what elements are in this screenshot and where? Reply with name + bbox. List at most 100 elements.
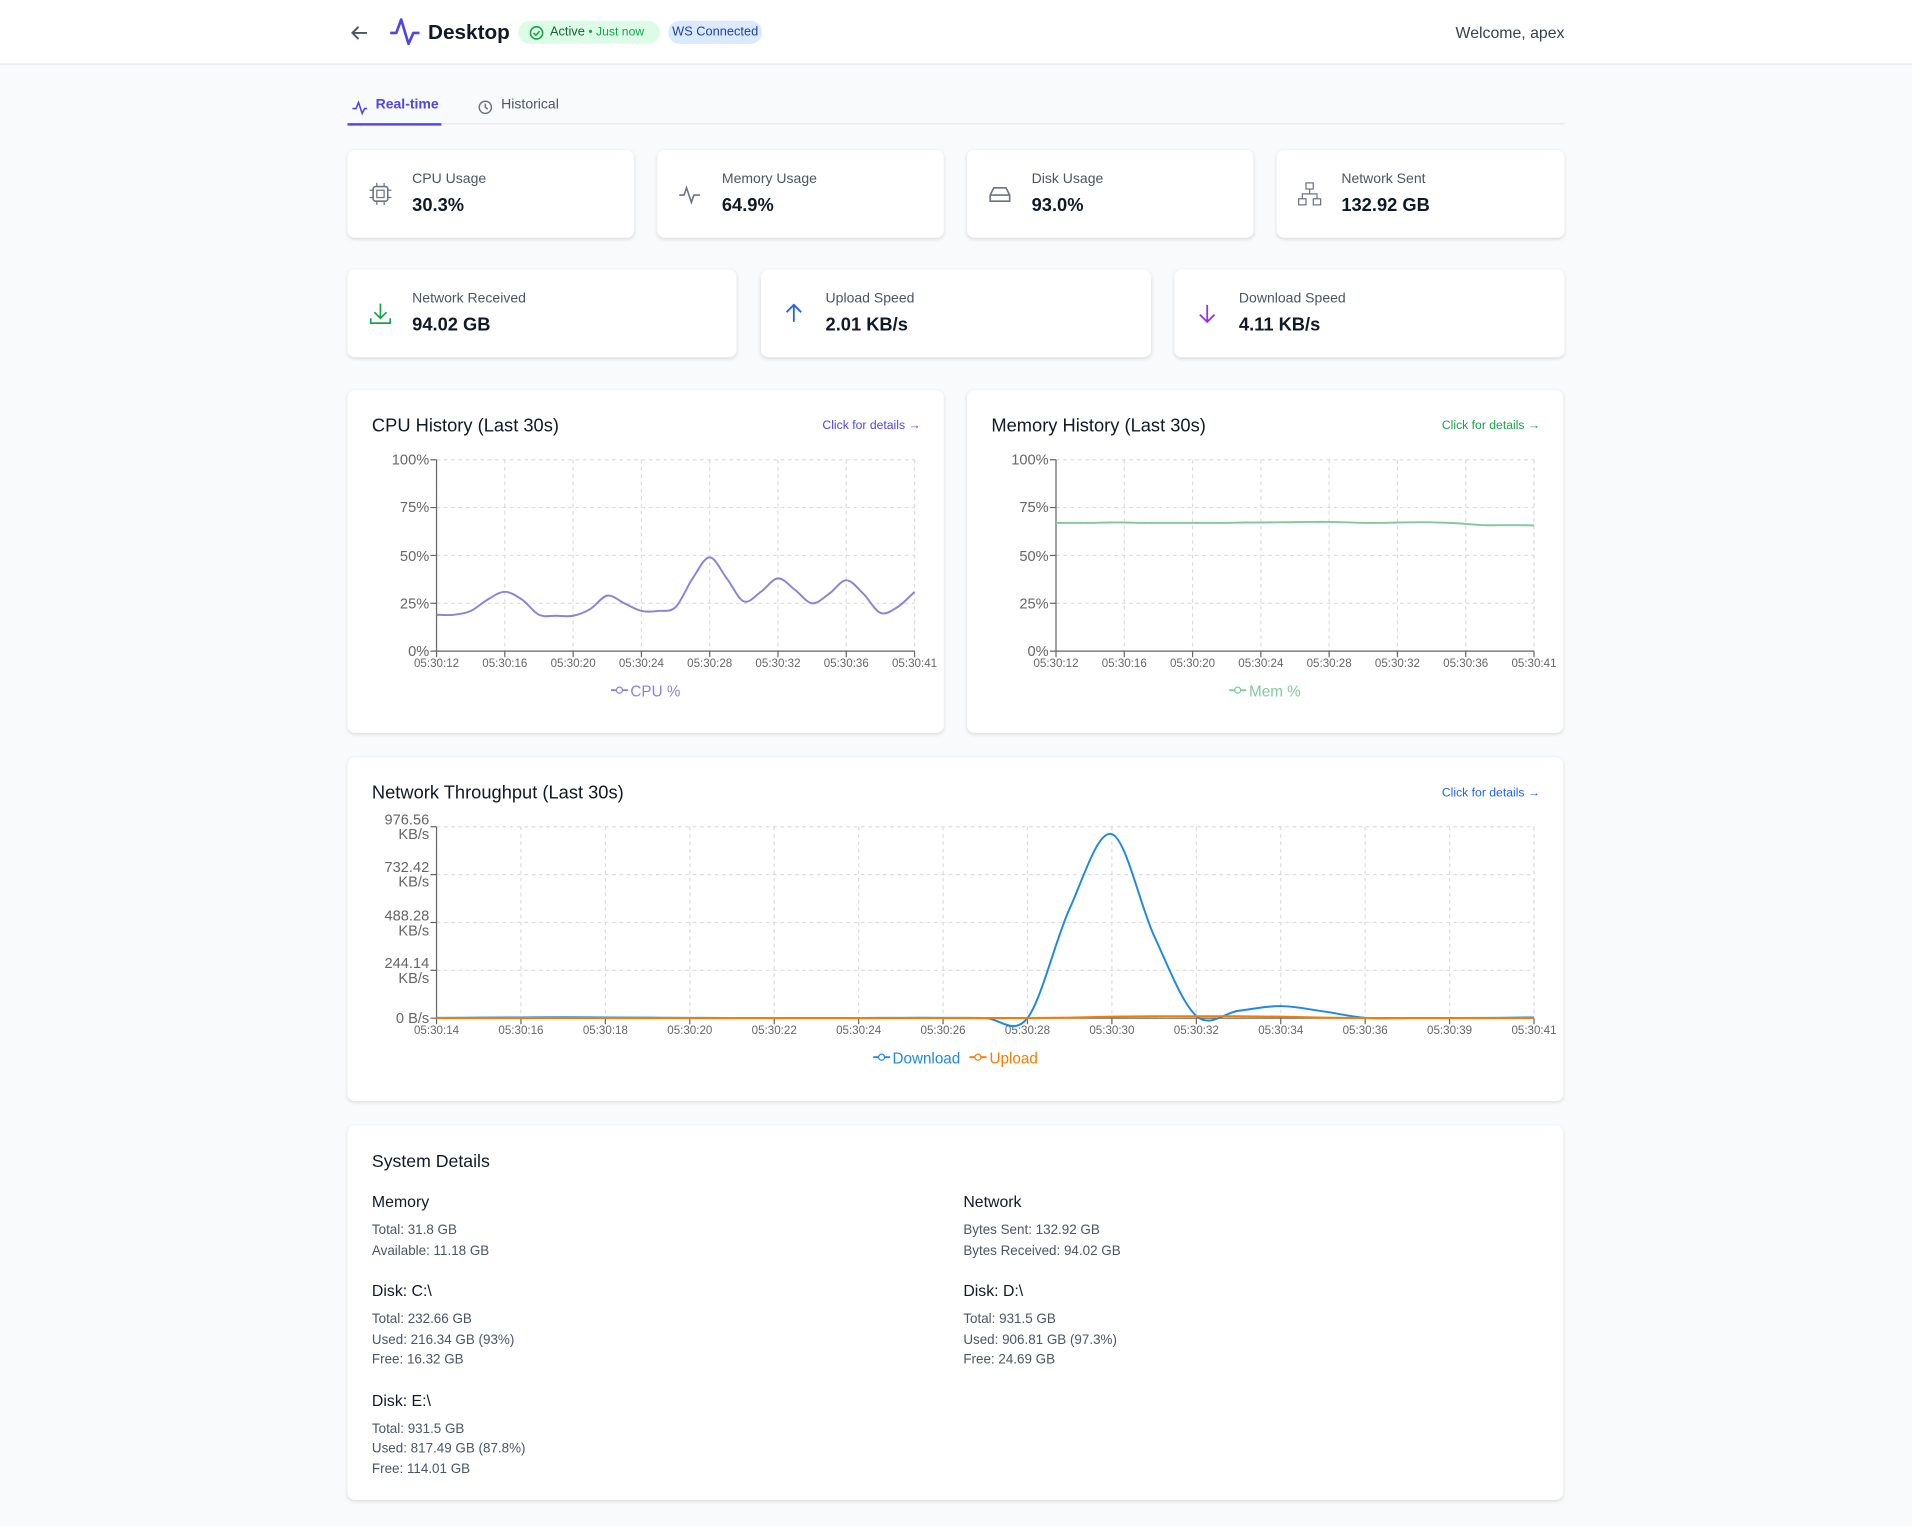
- stat-value: 93.0%: [1031, 195, 1084, 216]
- x-tick-label: 05:30:20: [1170, 658, 1215, 670]
- detail-line: Free: 16.32 GB: [371, 1352, 464, 1367]
- stat-card: Memory Usage 64.9%: [657, 149, 944, 238]
- stat-label: Network Sent: [1341, 171, 1426, 187]
- x-tick-label: 05:30:28: [687, 658, 732, 670]
- stat-card: Network Received 94.02 GB: [347, 269, 737, 358]
- section-title: System Details: [371, 1152, 490, 1172]
- plot: 05:30:12 05:30:16 05:30:20 05:30:24 05:30:28…: [1033, 459, 1557, 670]
- legend-icon: [1229, 686, 1247, 694]
- legend-item: CPU %: [610, 682, 681, 700]
- legend: Download Upload: [348, 1050, 1564, 1067]
- detail-line: Bytes Received: 94.02 GB: [963, 1243, 1121, 1258]
- ws-badge: WS Connected: [668, 20, 763, 44]
- x-tick-label: 05:30:16: [482, 658, 527, 670]
- details-link[interactable]: Click for details →: [1441, 786, 1541, 800]
- y-tick-label: 244.14 KB/s: [384, 954, 430, 987]
- tab-label: Real-time: [375, 97, 439, 113]
- stat-label: Network Received: [412, 291, 526, 307]
- chart-title: Memory History (Last 30s): [991, 415, 1206, 437]
- x-tick-label: 05:30:22: [752, 1025, 797, 1037]
- y-tick-label: 25%: [399, 594, 430, 612]
- chart-card[interactable]: Memory History (Last 30s) Click for deta…: [966, 390, 1564, 733]
- x-tick-label: 05:30:34: [1258, 1025, 1304, 1037]
- legend-icon: [970, 1053, 988, 1061]
- x-tick-label: 05:30:20: [551, 658, 596, 670]
- x-tick-label: 05:30:18: [583, 1025, 628, 1037]
- y-tick-label: 100%: [391, 451, 430, 469]
- x-tick-label: 05:30:28: [1307, 658, 1352, 670]
- detail-line: Free: 24.69 GB: [963, 1352, 1056, 1367]
- chart-card[interactable]: CPU History (Last 30s) Click for details…: [347, 390, 944, 733]
- details-link[interactable]: Click for details →: [822, 419, 921, 433]
- stat-label: Memory Usage: [721, 171, 817, 187]
- detail-heading: Disk: C:\: [371, 1281, 432, 1300]
- detail-heading: Disk: E:\: [371, 1390, 431, 1410]
- stat-value: 132.92 GB: [1341, 195, 1430, 216]
- series-line: [436, 556, 916, 618]
- legend-item: Download: [872, 1050, 960, 1067]
- stat-card: Download Speed 4.11 KB/s: [1174, 269, 1565, 358]
- x-tick-label: 05:30:28: [1005, 1025, 1050, 1037]
- detail-heading: Memory: [371, 1192, 430, 1211]
- legend: Mem %: [967, 683, 1563, 700]
- x-tick-label: 05:30:41: [1511, 1025, 1556, 1037]
- x-tick-label: 05:30:24: [1238, 658, 1284, 670]
- tab-historical[interactable]: Historical: [476, 93, 574, 126]
- x-tick-label: 05:30:36: [1343, 1025, 1388, 1037]
- y-tick-label: 100%: [1011, 451, 1049, 469]
- series-line: [436, 833, 1535, 1028]
- y-tick-label: 0%: [1027, 642, 1049, 660]
- tab-divider: [347, 123, 1565, 125]
- legend-dot: [1234, 686, 1242, 694]
- stat-card: Network Sent 132.92 GB: [1276, 149, 1565, 238]
- legend-dot: [877, 1053, 886, 1061]
- legend-label: CPU %: [630, 682, 681, 700]
- y-tick-label: 50%: [1019, 546, 1049, 564]
- detail-section: Memory Total: 31.8 GB Available: 11.18 GB: [372, 1193, 963, 1261]
- detail-line: Total: 931.5 GB: [963, 1312, 1056, 1327]
- x-tick-label: 05:30:16: [1102, 658, 1147, 670]
- stat-value: 2.01 KB/s: [825, 314, 908, 336]
- stat-card: Upload Speed 2.01 KB/s: [760, 269, 1152, 358]
- y-tick-label: 75%: [399, 499, 430, 517]
- x-tick-label: 05:30:12: [414, 658, 459, 670]
- chart-card[interactable]: Network Throughput (Last 30s) Click for …: [347, 757, 1564, 1102]
- y-tick-label: 976.56 KB/s: [384, 810, 430, 843]
- x-tick-label: 05:30:36: [824, 658, 869, 670]
- x-tick-label: 05:30:30: [1089, 1025, 1134, 1037]
- legend-dot: [615, 686, 624, 694]
- plot: 05:30:14 05:30:16 05:30:18 05:30:20 05:30:22…: [414, 826, 1557, 1037]
- tab-realtime[interactable]: Real-time: [347, 93, 442, 126]
- x-tick-label: 05:30:14: [414, 1025, 460, 1037]
- stat-card: Disk Usage 93.0%: [966, 149, 1254, 238]
- x-tick-label: 05:30:41: [892, 658, 937, 670]
- stat-label: CPU Usage: [412, 171, 487, 187]
- legend-icon: [610, 686, 628, 694]
- back-button[interactable]: [349, 22, 371, 44]
- x-tick-label: 05:30:26: [921, 1025, 966, 1037]
- chart-title: CPU History (Last 30s): [371, 415, 559, 437]
- legend-item: Upload: [970, 1050, 1038, 1067]
- detail-line: Free: 114.01 GB: [371, 1461, 471, 1477]
- stat-label: Download Speed: [1238, 291, 1346, 307]
- stat-value: 94.02 GB: [412, 314, 491, 336]
- legend: CPU %: [348, 683, 944, 700]
- y-tick-label: 0%: [408, 642, 430, 660]
- legend-dot: [974, 1053, 983, 1061]
- legend-item: Mem %: [1229, 683, 1301, 700]
- legend-icon: [872, 1053, 891, 1061]
- y-tick-label: 50%: [399, 546, 430, 564]
- system-details: System Details Memory Total: 31.8 GB Avail…: [347, 1125, 1564, 1500]
- detail-section: Network Bytes Sent: 132.92 GB Bytes Receiv…: [963, 1193, 1554, 1261]
- welcome-text: Welcome, apex: [1455, 23, 1565, 42]
- stat-value: 30.3%: [412, 195, 465, 216]
- details-link[interactable]: Click for details →: [1441, 419, 1541, 433]
- tab-label: Historical: [501, 97, 559, 113]
- detail-section: Disk: C:\ Total: 232.66 GB Used: 216.34 GB…: [372, 1282, 963, 1370]
- y-tick-label: 75%: [1019, 499, 1049, 517]
- chart-title: Network Throughput (Last 30s): [371, 782, 624, 804]
- y-tick-label: 0 B/s: [395, 1009, 430, 1027]
- series-line: [1056, 520, 1535, 527]
- detail-line: Used: 906.81 GB (97.3%): [963, 1332, 1117, 1347]
- x-tick-label: 05:30:24: [619, 658, 665, 670]
